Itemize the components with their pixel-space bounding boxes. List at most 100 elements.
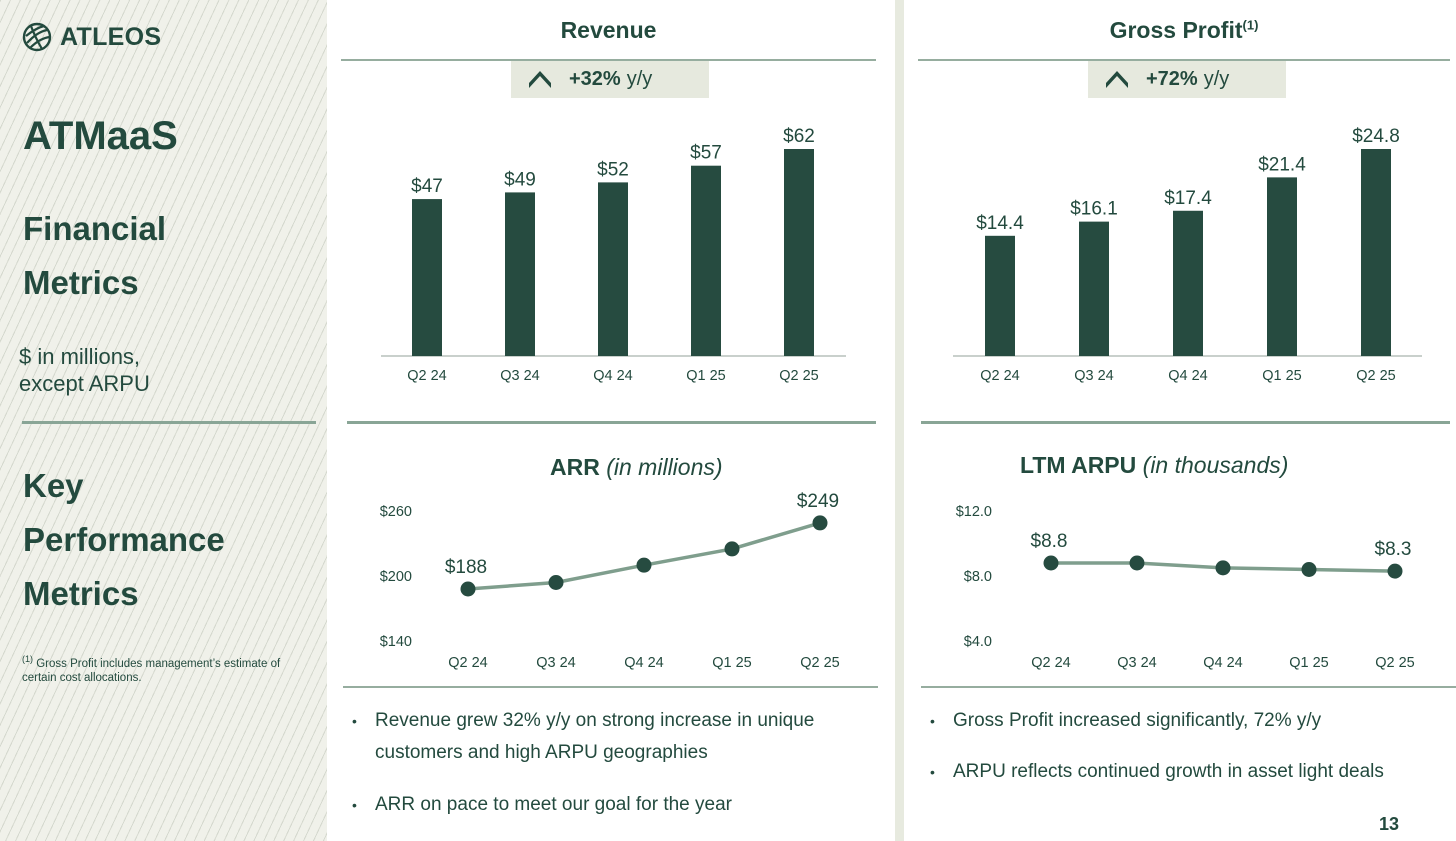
bar: [784, 149, 814, 356]
data-label: $62: [783, 126, 815, 147]
data-point: [460, 581, 476, 597]
bar: [505, 192, 535, 356]
point-label: $8.8: [1031, 531, 1068, 552]
arpu-title: LTM ARPU (in thousands): [1020, 452, 1288, 479]
data-point: [636, 557, 652, 573]
x-tick-label: Q2 24: [407, 368, 447, 384]
data-label: $49: [504, 169, 536, 190]
badge-unit: y/y: [626, 68, 653, 90]
revenue-growth-badge: +32% y/y: [511, 61, 709, 98]
x-tick-label: Q1 25: [1262, 368, 1302, 384]
badge-unit: y/y: [1203, 68, 1230, 90]
x-tick-label: Q4 24: [1168, 368, 1208, 384]
list-item: ARR on pace to meet our goal for the yea…: [352, 789, 852, 821]
data-label: $14.4: [976, 213, 1024, 234]
sidebar: ATLEOS ATMaaS Financial Metrics $ in mil…: [0, 0, 327, 841]
arpu-title-text: LTM ARPU: [1020, 452, 1137, 478]
series-line: [467, 521, 821, 591]
brand-logo: ATLEOS: [22, 22, 161, 52]
point-label: $249: [797, 491, 839, 512]
arr-line-chart: $260 $200 $140 $188 Q2 24 Q3 24 Q4 24 Q1 25 $249…: [380, 491, 840, 671]
section-heading-kpi: Key Performance Metrics: [23, 459, 225, 621]
footnote-text: Gross Profit includes management’s estim…: [22, 657, 281, 684]
title-rule: [918, 59, 1450, 61]
x-tick-label: Q2 25: [1356, 368, 1396, 384]
x-tick-label: Q3 24: [1074, 368, 1114, 384]
y-tick-label: $4.0: [964, 634, 992, 650]
data-point: [1215, 560, 1231, 576]
revenue-bar-chart: $47 Q2 24 $49 Q3 24 $52 Q4 24 $57 Q1 25 $62 Q2 25: [381, 126, 846, 384]
arpu-title-note: (in thousands): [1142, 452, 1289, 478]
badge-value: +32%: [569, 68, 621, 90]
bar: [1361, 149, 1391, 356]
section-rule: [921, 686, 1456, 688]
gross-profit-title-text: Gross Profit: [1109, 17, 1243, 43]
footnote-marker: (1): [22, 654, 33, 664]
y-tick-label: $8.0: [964, 569, 992, 585]
x-tick-label: Q3 24: [1117, 655, 1157, 671]
section-rule: [347, 421, 876, 424]
bar: [985, 235, 1015, 356]
list-item: Gross Profit increased significantly, 72…: [930, 705, 1430, 737]
x-tick-label: Q2 24: [980, 368, 1020, 384]
gross-profit-bar-chart: $14.4 Q2 24 $16.1 Q3 24 $17.4 Q4 24 $21.4 Q1 25…: [953, 126, 1422, 384]
bar: [598, 182, 628, 356]
revenue-title: Revenue: [560, 17, 657, 43]
arr-title-note: (in millions): [606, 454, 723, 480]
x-tick-label: Q2 25: [779, 368, 819, 384]
chevron-up-icon: [1106, 70, 1128, 88]
x-tick-label: Q4 24: [624, 655, 664, 671]
brand-name: ATLEOS: [60, 22, 162, 51]
section-heading-line: Performance: [23, 521, 225, 558]
data-label: $17.4: [1164, 188, 1212, 209]
data-point: [724, 541, 740, 557]
section-heading-line: Key: [23, 467, 84, 504]
data-label: $52: [597, 159, 629, 180]
panel-divider: [895, 0, 904, 841]
x-tick-label: Q4 24: [1203, 655, 1243, 671]
gross-profit-title: Gross Profit(1): [918, 17, 1450, 44]
section-rule: [343, 686, 878, 688]
data-point: [548, 575, 564, 590]
bar: [691, 165, 721, 356]
data-point: [1043, 555, 1059, 571]
commentary-left: Revenue grew 32% y/y on strong increase …: [352, 705, 852, 821]
data-point: [1301, 562, 1317, 577]
data-label: $47: [411, 176, 443, 197]
page-number: 13: [1378, 814, 1399, 834]
y-tick-label: $200: [380, 569, 412, 585]
section-heading-financial: Financial Metrics: [23, 202, 166, 310]
list-item: Revenue grew 32% y/y on strong increase …: [352, 705, 852, 769]
bar: [1173, 210, 1203, 356]
section-rule: [921, 421, 1450, 424]
section-heading-line: Financial: [23, 210, 167, 247]
commentary-right: Gross Profit increased significantly, 72…: [930, 705, 1430, 788]
y-tick-label: $140: [380, 634, 412, 650]
bar: [1079, 221, 1109, 356]
gross-profit-growth-badge: +72% y/y: [1088, 61, 1286, 98]
y-tick-label: $260: [380, 504, 412, 520]
data-label: $21.4: [1258, 154, 1306, 175]
chevron-up-icon: [529, 70, 551, 88]
bar: [412, 199, 442, 356]
arr-title: ARR (in millions): [550, 454, 723, 481]
page-title: ATMaaS: [23, 114, 178, 158]
arpu-line-chart: $12.0 $8.0 $4.0 $8.8 Q2 24 Q3 24 Q4 24 Q1 25 $8.…: [956, 504, 1415, 671]
arr-title-text: ARR: [550, 454, 600, 480]
x-tick-label: Q3 24: [536, 655, 576, 671]
sidebar-divider: [22, 421, 316, 424]
point-label: $188: [445, 557, 487, 578]
gross-profit-footnote-ref: (1): [1242, 17, 1259, 33]
bar: [1267, 177, 1297, 356]
x-tick-label: Q1 25: [712, 655, 752, 671]
units-note-line: except ARPU: [19, 371, 150, 396]
globe-icon: [22, 22, 52, 52]
data-label: $57: [690, 143, 722, 164]
data-point: [1387, 563, 1403, 579]
units-note: $ in millions, except ARPU: [19, 343, 150, 397]
footnote: (1) Gross Profit includes management’s e…: [22, 652, 312, 685]
x-tick-label: Q2 25: [1375, 655, 1415, 671]
data-label: $24.8: [1352, 126, 1400, 147]
section-heading-line: Metrics: [23, 575, 139, 612]
data-point: [812, 515, 828, 531]
